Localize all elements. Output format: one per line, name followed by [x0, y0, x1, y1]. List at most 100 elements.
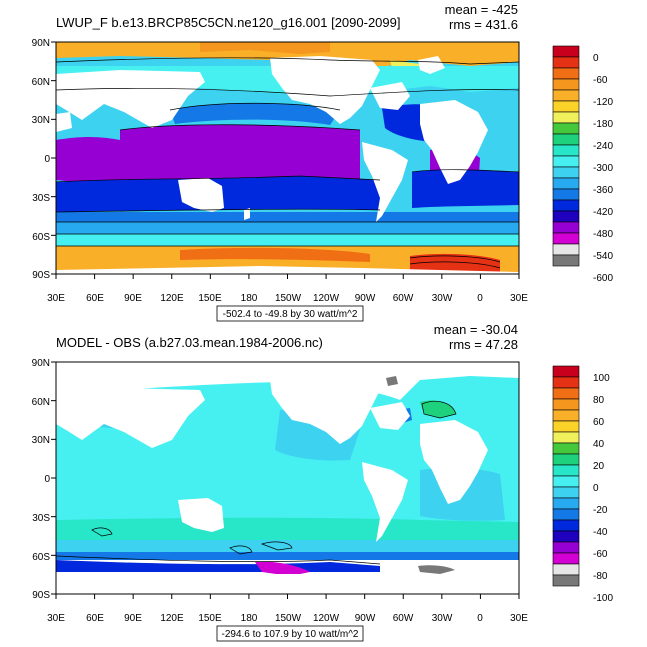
lon-label-90w: 90W — [355, 613, 376, 624]
colorbar-label: -240 — [593, 141, 613, 152]
lon-label-60w: 60W — [393, 293, 414, 304]
panel-bottom-land — [56, 362, 519, 594]
colorbar-swatch — [552, 453, 580, 466]
colorbar-swatch — [552, 199, 580, 212]
colorbar-swatch — [552, 486, 580, 499]
lon-label-150e: 150E — [198, 613, 222, 624]
panel-top: LWUP_F b.e13.BRCP85C5CN.ne120_g16.001 [2… — [32, 2, 613, 322]
lat-label-90n: 90N — [32, 358, 50, 369]
panel-bottom-contours — [56, 400, 457, 565]
colorbar-swatch — [552, 100, 580, 113]
colorbar-label: -80 — [593, 571, 608, 582]
lon-label-60e: 60E — [86, 613, 104, 624]
lon-label-90w: 90W — [355, 293, 376, 304]
colorbar-swatch — [552, 56, 580, 69]
lat-label-90s: 90S — [32, 590, 50, 601]
lon-label-90e: 90E — [124, 293, 142, 304]
lat-label-eq: 0 — [44, 474, 50, 485]
colorbar-swatch — [552, 475, 580, 488]
colorbar-swatch — [552, 133, 580, 146]
panel-top-lon-labels: 30E 60E 90E 120E 150E 180 150W 120W 90W … — [47, 293, 528, 304]
lon-label-30w: 30W — [432, 293, 453, 304]
colorbar-swatch — [552, 221, 580, 234]
panel-top-contour-info: -502.4 to -49.8 by 30 watt/m^2 — [223, 309, 358, 320]
colorbar-label: -540 — [593, 251, 613, 262]
lon-label-150w: 150W — [275, 613, 302, 624]
panel-bottom-contour-info: -294.6 to 107.9 by 10 watt/m^2 — [222, 629, 359, 640]
colorbar-swatch — [552, 78, 580, 91]
panel-top-map — [56, 42, 519, 274]
panel-bottom-contour-info-box — [216, 625, 364, 642]
colorbar-swatch — [552, 541, 580, 554]
colorbar-swatch — [552, 232, 580, 245]
panel-top-axis-ticks — [51, 41, 520, 279]
lat-label-60n: 60N — [32, 77, 50, 88]
colorbar-swatch — [552, 166, 580, 179]
panel-bottom-lat-labels: 90N 60N 30N 0 30S 60S 90S — [32, 358, 51, 601]
panel-top-land — [56, 56, 519, 274]
panel-bottom-lon-labels: 30E 60E 90E 120E 150E 180 150W 120W 90W … — [47, 613, 528, 624]
lon-label-90e: 90E — [124, 613, 142, 624]
colorbar-label: 0 — [593, 53, 599, 64]
lon-label-0: 0 — [477, 293, 483, 304]
panel-top-lat-labels: 90N 60N 30N 0 30S 60S 90S — [32, 38, 51, 281]
lon-label-30e-end: 30E — [510, 613, 528, 624]
panel-top-mean: mean = -425 — [445, 2, 518, 17]
colorbar-label: -480 — [593, 229, 613, 240]
colorbar-label: -420 — [593, 207, 613, 218]
panel-top-colorbar: 0 -60 -120 -180 -240 -300 -360 -420 -480 -540 -600 — [552, 45, 613, 284]
lon-label-150e: 150E — [198, 293, 222, 304]
colorbar-swatch — [552, 243, 580, 256]
lon-label-120e: 120E — [160, 293, 184, 304]
panel-top-contours — [56, 57, 519, 269]
colorbar-swatch — [552, 563, 580, 576]
colorbar-label: -180 — [593, 119, 613, 130]
colorbar-swatch — [552, 552, 580, 565]
lon-label-30e: 30E — [47, 613, 65, 624]
lat-label-30s: 30S — [32, 193, 50, 204]
colorbar-swatch — [552, 210, 580, 223]
colorbar-swatch — [552, 122, 580, 135]
colorbar-label: -120 — [593, 97, 613, 108]
panel-bottom-colorbar: 100 80 60 40 20 0 -20 -40 -60 -80 -100 — [552, 365, 613, 604]
lon-label-60w: 60W — [393, 613, 414, 624]
lat-label-60n: 60N — [32, 397, 50, 408]
colorbar-swatch — [552, 409, 580, 422]
colorbar-swatch — [552, 45, 580, 58]
panel-top-contour-info-box — [216, 305, 364, 322]
lat-label-90n: 90N — [32, 38, 50, 49]
colorbar-label: -60 — [593, 75, 608, 86]
lat-label-30s: 30S — [32, 513, 50, 524]
lon-label-30w: 30W — [432, 613, 453, 624]
colorbar-swatch — [552, 574, 580, 587]
panel-top-title: LWUP_F b.e13.BRCP85C5CN.ne120_g16.001 [2… — [56, 15, 400, 30]
lon-label-30e-end: 30E — [510, 293, 528, 304]
colorbar-label: -600 — [593, 273, 613, 284]
colorbar-swatch — [552, 508, 580, 521]
colorbar-swatch — [552, 89, 580, 102]
panel-bottom: MODEL - OBS (a.b27.03.mean.1984-2006.nc)… — [32, 322, 613, 642]
colorbar-label: 20 — [593, 461, 605, 472]
colorbar-swatch — [552, 431, 580, 444]
lat-label-eq: 0 — [44, 154, 50, 165]
lon-label-60e: 60E — [86, 293, 104, 304]
colorbar-swatch — [552, 144, 580, 157]
lon-label-180: 180 — [241, 613, 258, 624]
colorbar-swatch — [552, 177, 580, 190]
colorbar-label: -20 — [593, 505, 608, 516]
lon-label-180: 180 — [241, 293, 258, 304]
colorbar-swatch — [552, 398, 580, 411]
panel-bottom-mean: mean = -30.04 — [434, 322, 518, 337]
colorbar-swatch — [552, 67, 580, 80]
colorbar-label: -300 — [593, 163, 613, 174]
lat-label-60s: 60S — [32, 552, 50, 563]
colorbar-label: 100 — [593, 373, 610, 384]
lat-label-60s: 60S — [32, 232, 50, 243]
colorbar-swatch — [552, 188, 580, 201]
colorbar-swatch — [552, 497, 580, 510]
lon-label-120e: 120E — [160, 613, 184, 624]
lat-label-30n: 30N — [32, 435, 50, 446]
colorbar-label: -40 — [593, 527, 608, 538]
colorbar-swatch — [552, 464, 580, 477]
